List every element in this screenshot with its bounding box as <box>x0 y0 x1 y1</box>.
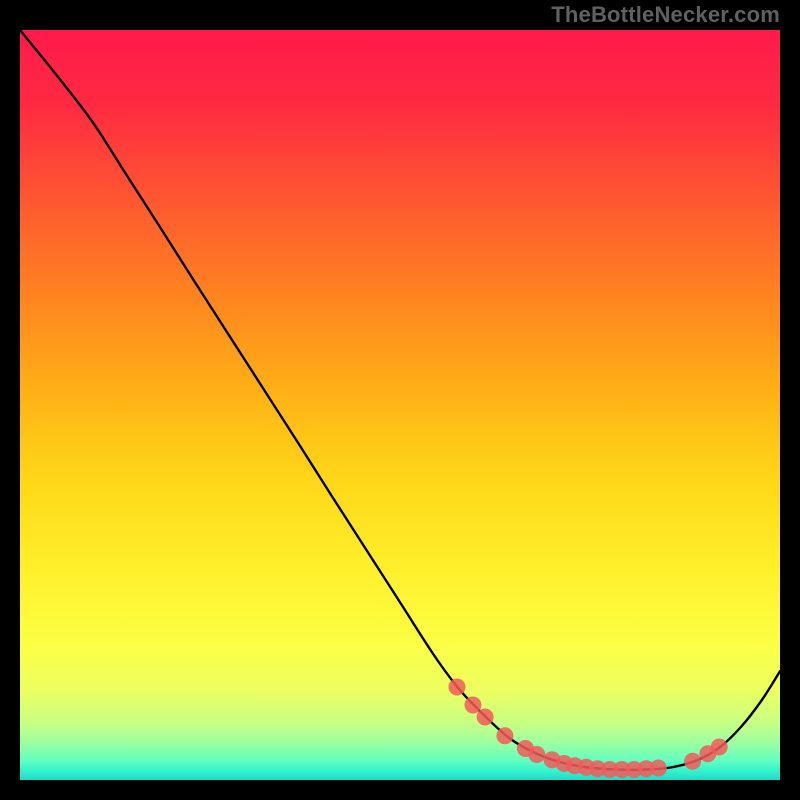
marker-dot <box>650 760 667 777</box>
plot-area <box>20 30 780 780</box>
marker-dot <box>711 739 728 756</box>
marker-dot <box>496 727 513 744</box>
marker-dot <box>464 697 481 714</box>
marker-dot <box>528 746 545 763</box>
chart-root: TheBottleNecker.com <box>0 0 800 800</box>
curve-line <box>20 30 780 770</box>
attribution-text: TheBottleNecker.com <box>551 2 780 28</box>
chart-svg <box>20 30 780 780</box>
markers-group <box>449 679 728 779</box>
marker-dot <box>684 753 701 770</box>
marker-dot <box>477 709 494 726</box>
marker-dot <box>449 679 466 696</box>
